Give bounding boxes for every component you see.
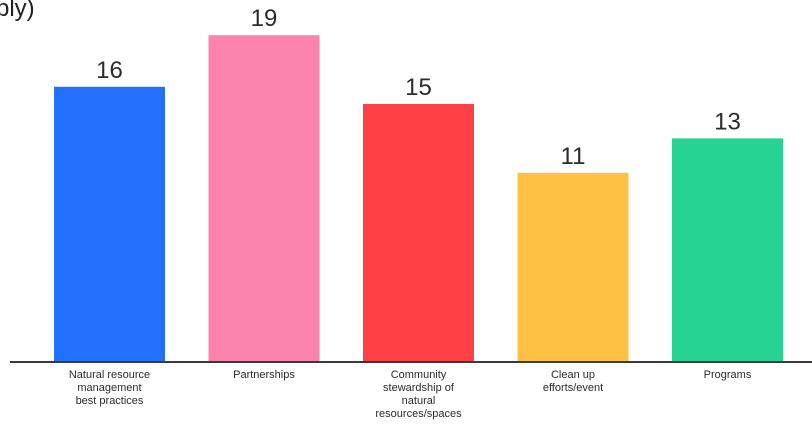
bar-2 [208,35,320,362]
value-label-4: 11 [561,143,586,170]
bar-1 [54,86,165,363]
category-label-2: Partnerships [233,369,295,381]
value-labels-group: 16 19 15 11 13 [96,5,741,170]
category-label-3: Community stewardship of natural resources/… [375,369,462,420]
category-labels-group: Natural resource management best practices… [69,369,752,420]
bar-5 [672,138,783,362]
category-label-4: Clean up efforts/event [543,369,603,394]
bar-4 [517,172,629,362]
bar-3 [363,104,474,362]
bars-group [54,35,783,363]
category-label-1: Natural resource management best practices [69,369,150,407]
value-label-1: 16 [96,57,123,84]
value-label-2: 19 [251,5,278,32]
partial-title-text: ply) [0,0,35,22]
category-label-5: Programs [704,369,752,381]
value-label-5: 13 [714,108,741,135]
value-label-3: 15 [405,74,432,101]
